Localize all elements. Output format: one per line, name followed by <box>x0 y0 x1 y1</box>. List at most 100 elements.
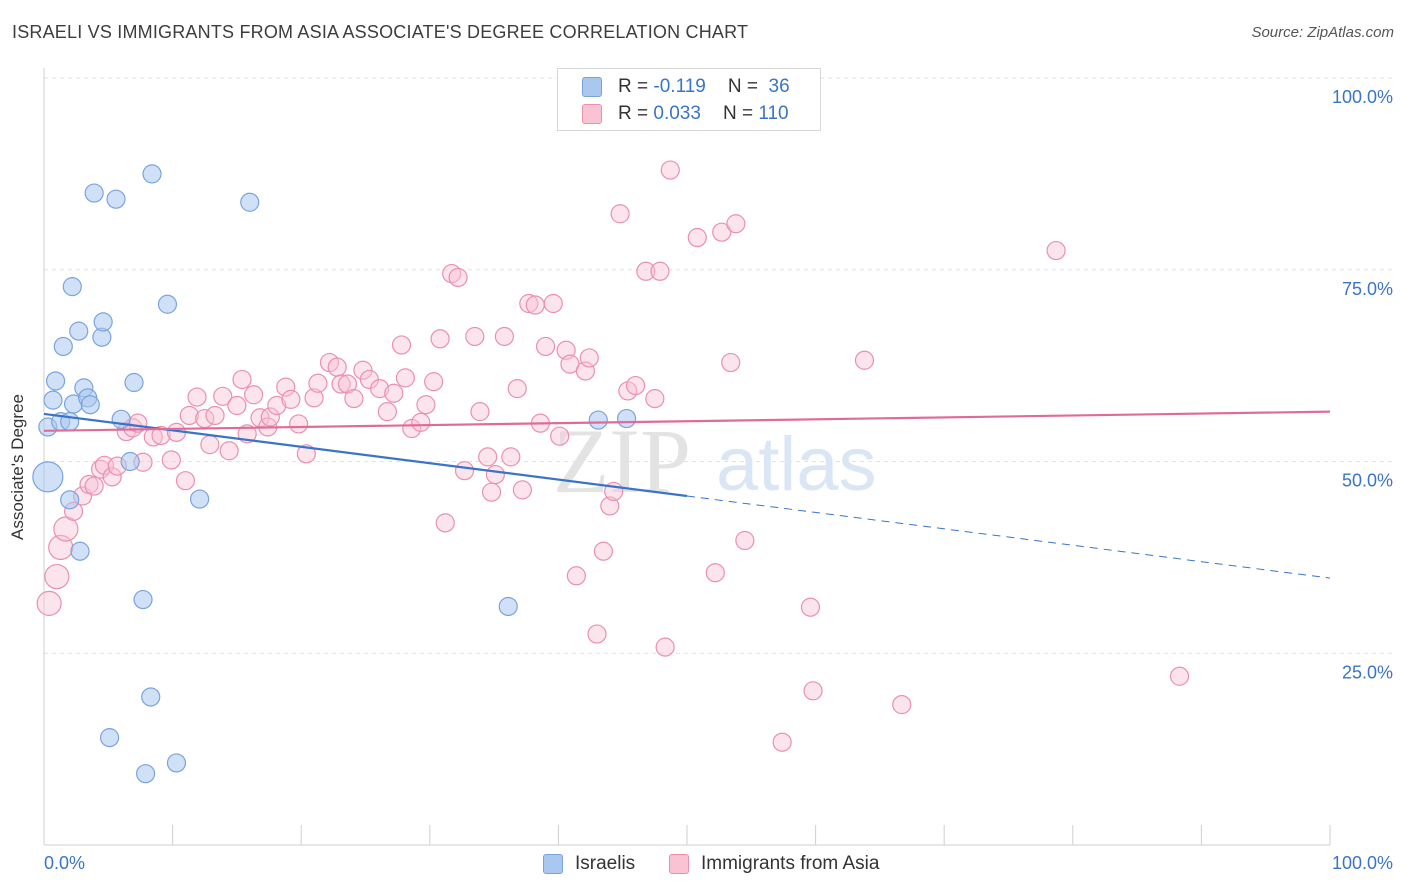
asia-point <box>512 480 532 500</box>
israelis-point <box>190 489 210 509</box>
trend-layer <box>43 410 1331 579</box>
legend-row-asia: R = 0.033 N = 110 <box>582 102 789 126</box>
asia-point <box>525 295 545 315</box>
asia-point <box>735 530 755 551</box>
asia-point <box>304 388 324 408</box>
asia-point <box>435 513 455 533</box>
asia-point <box>161 450 181 470</box>
asia-point <box>213 386 233 406</box>
asia-point <box>587 624 607 644</box>
asia-point <box>44 563 70 590</box>
israelis-point <box>124 372 144 393</box>
asia-point <box>687 227 707 248</box>
bottom-legend-swatch-israelis <box>543 854 563 874</box>
asia-point <box>151 425 171 446</box>
israelis-point <box>60 490 80 510</box>
chart-title: ISRAELI VS IMMIGRANTS FROM ASIA ASSOCIAT… <box>12 22 749 42</box>
y-tick-label: 75.0% <box>1342 279 1393 299</box>
bottom-legend-label-israelis: Israelis <box>575 853 636 874</box>
legend-n-label: N = <box>727 76 758 97</box>
tick-labels: 25.0% 50.0% 75.0% 100.0% 0.0% 100.0% <box>44 87 1393 873</box>
asia-point <box>84 476 104 496</box>
correlation-legend: R = -0.119 N = 36 R = 0.033 N = 110 <box>557 68 821 131</box>
watermark-atlas: atlas <box>716 422 877 507</box>
asia-point <box>600 496 620 516</box>
asia-point <box>478 447 498 467</box>
asia-point <box>179 405 199 426</box>
israelis-point <box>69 321 89 341</box>
asia-point <box>519 293 539 314</box>
axes-layer <box>43 68 1331 846</box>
asia-trend-line <box>43 410 1331 432</box>
israelis-point <box>93 312 113 332</box>
israelis-point <box>135 764 156 784</box>
bottom-legend-israelis: Israelis <box>543 852 635 876</box>
asia-point <box>391 335 412 355</box>
asia-point <box>219 441 239 461</box>
watermark: ZIP atlas <box>553 410 877 512</box>
legend-swatch-israelis <box>582 77 602 97</box>
asia-point <box>645 389 665 409</box>
legend-r-value: 0.033 <box>653 103 701 124</box>
asia-point <box>494 326 514 347</box>
asia-point <box>705 563 725 583</box>
asia-point <box>411 412 431 432</box>
y-tick-label: 100.0% <box>1332 87 1393 107</box>
asia-point <box>507 379 527 399</box>
asia-point <box>726 214 746 234</box>
israelis-point <box>240 192 260 212</box>
asia-point <box>308 373 328 393</box>
asia-point <box>655 637 675 657</box>
asia-point <box>36 590 62 616</box>
asia-point <box>344 389 364 409</box>
legend-swatch-asia <box>582 104 602 124</box>
asia-point <box>550 426 570 446</box>
bottom-legend-swatch-asia <box>669 854 689 874</box>
asia-point <box>854 350 875 370</box>
asia-point <box>650 261 670 281</box>
asia-point <box>296 444 316 464</box>
asia-point <box>712 222 732 242</box>
x-tick-label: 0.0% <box>44 853 85 873</box>
legend-row-israelis: R = -0.119 N = 36 <box>582 75 790 99</box>
asia-point <box>803 681 823 701</box>
asia-point <box>416 395 436 415</box>
asia-point <box>892 695 912 715</box>
asia-point <box>800 597 821 617</box>
israelis-point <box>43 390 63 410</box>
asia-point <box>384 383 404 403</box>
israelis-point <box>99 728 120 748</box>
israelis-point <box>616 408 637 429</box>
asia-point <box>102 467 122 487</box>
asia-point <box>535 336 556 357</box>
asia-point <box>227 395 247 416</box>
legend-n-label: N = <box>722 103 754 124</box>
asia-point <box>370 379 390 399</box>
asia-point <box>430 329 450 349</box>
asia-point <box>200 435 220 455</box>
asia-point <box>465 326 485 347</box>
asia-point <box>501 447 521 467</box>
asia-point <box>187 387 207 407</box>
legend-r-label: R = <box>618 76 649 97</box>
legend-r-value: -0.119 <box>653 76 706 97</box>
israelis-point <box>141 687 161 707</box>
asia-point <box>377 402 397 422</box>
asia-point <box>289 414 309 434</box>
asia-point <box>267 395 287 416</box>
israelis-trend-line <box>43 412 688 498</box>
asia-point <box>610 204 630 224</box>
y-axis-label: Associate's Degree <box>8 394 27 540</box>
asia-point <box>281 389 301 409</box>
israelis-point <box>498 596 518 617</box>
israelis-point <box>166 753 187 773</box>
asia-point <box>485 464 505 485</box>
x-tick-label: 100.0% <box>1332 853 1393 873</box>
israelis-point <box>70 541 90 561</box>
israelis-point <box>157 294 178 314</box>
israelis-point <box>84 183 104 203</box>
asia-point <box>276 377 296 397</box>
asia-point <box>1046 240 1066 261</box>
asia-point <box>454 461 475 481</box>
